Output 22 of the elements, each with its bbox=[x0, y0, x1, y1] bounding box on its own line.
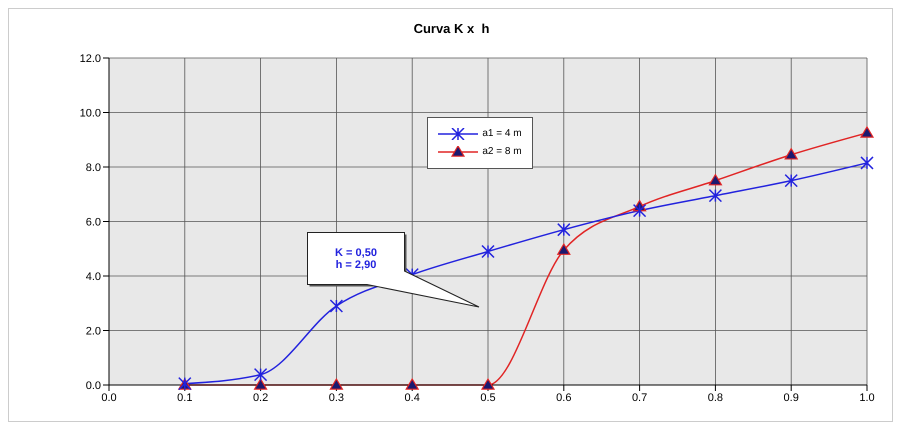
x-tick-label: 0.3 bbox=[328, 392, 344, 404]
legend-label: a2 = 8 m bbox=[482, 146, 522, 158]
annotation: K = 0,50 h = 2,90 bbox=[335, 246, 377, 270]
x-tick-label: 0.8 bbox=[708, 392, 724, 404]
legend-label: a1 = 4 m bbox=[482, 128, 522, 140]
y-tick-label: 4.0 bbox=[86, 270, 101, 283]
x-tick-label: 0.0 bbox=[101, 392, 117, 404]
x-tick-label: 0.9 bbox=[784, 392, 799, 404]
x-tick-label: 0.6 bbox=[556, 392, 572, 404]
x-tick-label: 0.4 bbox=[404, 392, 420, 404]
y-tick-label: 6.0 bbox=[86, 216, 101, 228]
x-tick-label: 0.5 bbox=[480, 392, 496, 404]
x-tick-label: 1.0 bbox=[859, 392, 875, 404]
chart-title: Curva K x h bbox=[412, 21, 490, 36]
y-tick-label: 12.0 bbox=[80, 52, 101, 65]
y-tick-label: 10.0 bbox=[80, 107, 101, 120]
y-tick-label: 2.0 bbox=[86, 325, 101, 338]
x-tick-label: 0.7 bbox=[632, 392, 648, 404]
y-tick-label: 8.0 bbox=[86, 162, 101, 174]
x-tick-label: 0.1 bbox=[177, 392, 192, 404]
x-tick-label: 0.2 bbox=[252, 392, 268, 404]
y-tick-label: 0.0 bbox=[86, 380, 101, 392]
